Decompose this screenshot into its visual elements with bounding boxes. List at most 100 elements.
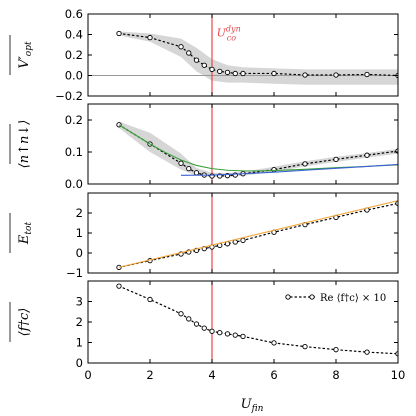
data-point [364,71,370,78]
data-point [333,72,339,78]
annotation-main: U [217,27,227,40]
data-point [116,30,122,37]
series-line [118,200,398,268]
data-point [209,328,215,334]
series-line [118,124,398,172]
y-tick-label: 2 [76,206,83,220]
annotation-sup: dyn [226,25,241,34]
data-point [201,325,207,331]
y-tick-label: 0.2 [65,113,83,127]
uncertainty-band [119,121,398,177]
y-axis-title-main: V′ [17,56,32,68]
data-point [217,68,223,75]
data-point [240,237,246,244]
data-point [224,69,231,76]
legend: Re ⟨f†c⟩ × 10 [285,293,386,304]
legend-marker [285,294,291,300]
x-tick-label: 0 [84,368,91,382]
panels: −0.2 0.0 0.2 0.4 0.6 V′opt Udyn co 0.0 0.1 0.2 ⟨n↑n… [9,7,406,382]
data-point [224,331,231,337]
y-tick-label: 0 [76,246,83,260]
data-point [178,44,184,50]
y-tick-label: 1 [76,336,83,350]
data-point [193,321,200,327]
data-point [147,296,153,303]
plot-area [116,104,398,184]
series-dotted-line [118,124,398,177]
data-point [147,34,153,41]
data-point [240,70,246,77]
panel-4: 0 1 2 3 0 2 4 6 8 10 ⟨f†c⟩ Re ⟨f†c⟩ × 10 [9,280,406,382]
x-tick-label: 2 [146,368,153,382]
panel-1: −0.2 0.0 0.2 0.4 0.6 V′opt Udyn co [9,7,399,103]
data-point [302,161,308,167]
data-point [364,349,370,355]
panel-3: −1 0 1 2 Etot [9,192,399,280]
y-axis-title: Etot [17,222,34,246]
series-line [180,163,398,176]
data-point [240,333,246,339]
data-point [302,72,308,78]
data-point [116,283,122,289]
y-axis-title-sub: tot [24,222,34,235]
data-point [186,316,192,322]
y-tick-label: 0.0 [65,69,83,83]
y-tick-label: 3 [76,295,83,309]
y-tick-label: 0.6 [65,7,83,21]
plot-area [116,281,398,363]
y-tick-label: 0.0 [65,177,83,191]
x-tick-label: 8 [332,368,339,382]
data-point [271,340,277,346]
data-point [178,311,184,317]
series-dotted-line [118,285,398,355]
data-point [193,57,200,63]
data-point [186,50,192,56]
x-axis-title-sub: fin [251,404,264,414]
uncertainty-band [119,31,398,85]
data-point [201,62,207,68]
panel-frame [87,103,399,185]
y-tick-label: 0.4 [65,28,83,42]
y-axis-title: ⟨n↑n↓⟩ [17,120,32,169]
plot-area [116,193,398,273]
data-point [271,70,277,77]
legend-marker [309,294,315,300]
y-axis-title: V′opt [17,41,34,69]
u-dyn-annotation: Udyn co [217,25,241,43]
y-tick-label: 0 [76,356,83,370]
x-axis-title-main: U [241,397,253,412]
annotation-sub: co [227,34,236,43]
data-point [232,332,238,338]
panel-frame [87,192,399,274]
y-tick-label: 2 [76,315,83,329]
x-tick-label: 10 [391,368,406,382]
data-point [364,152,370,158]
data-point [333,347,339,353]
series-dotted-line [118,202,398,268]
data-point [302,343,308,350]
y-tick-label: 0.2 [65,48,83,62]
data-point [186,165,192,172]
y-tick-label: −1 [66,266,83,280]
series-dotted-line [118,32,398,77]
y-tick-label: 1 [76,226,83,240]
data-point [232,70,238,77]
y-tick-label: 0.1 [65,145,83,159]
y-axis-title-main: E [17,234,32,245]
x-tick-label: 6 [270,368,277,382]
x-axis-title: Ufin [241,397,264,414]
plot-area [88,14,398,96]
panel-2: 0.0 0.1 0.2 ⟨n↑n↓⟩ [9,103,399,191]
data-point [178,160,184,166]
y-axis-title: ⟨f†c⟩ [17,308,32,337]
data-point [193,170,200,176]
svg-text:Ufin: Ufin [241,397,264,414]
y-axis-title-sub: opt [24,41,34,56]
data-point [209,66,215,73]
data-point [333,156,339,163]
legend-label: Re ⟨f†c⟩ × 10 [320,293,386,304]
y-tick-label: −0.2 [55,89,83,103]
x-tick-label: 4 [208,368,215,382]
data-point [217,330,223,336]
